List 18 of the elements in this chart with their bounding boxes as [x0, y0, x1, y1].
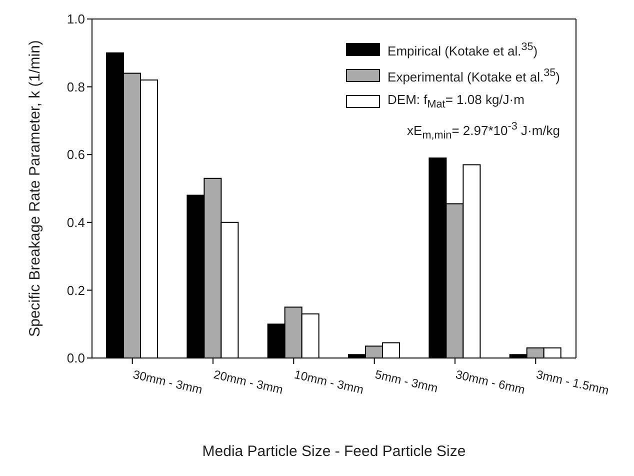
y-tick-label: 1.0	[66, 12, 85, 27]
x-tick-label: 10mm - 3mm	[292, 367, 366, 397]
x-tick-label: 3mm - 1.5mm	[534, 367, 610, 398]
y-tick-label: 0.8	[66, 79, 85, 94]
x-tick-label: 30mm - 3mm	[132, 367, 204, 397]
x-tick-label: 5mm - 3mm	[374, 367, 440, 396]
x-axis-title: Media Particle Size - Feed Particle Size	[202, 443, 466, 460]
y-tick-label: 0.0	[66, 350, 85, 366]
y-tick-label: 0.6	[66, 147, 85, 162]
x-tick-label: 20mm - 3mm	[212, 367, 284, 397]
y-tick-label: 0.2	[66, 282, 85, 298]
x-tick-label: 30mm - 6mm	[454, 367, 526, 397]
legend-label: Empirical (Kotake et al.$^{35}$)	[388, 40, 538, 60]
legend-label: DEM: f$_{Mat}$= 1.08 kg/J·m	[388, 90, 524, 112]
annotation: xE$_{m,min}$= 2.97*10$^{-3}$ J·m/kg	[407, 120, 560, 142]
y-axis-title: Specific Breakage Rate Parameter, k (1/min)	[26, 40, 44, 337]
legend-label: Experimental (Kotake et al.$^{35}$)	[388, 66, 560, 87]
y-tick-label: 0.4	[66, 215, 85, 230]
